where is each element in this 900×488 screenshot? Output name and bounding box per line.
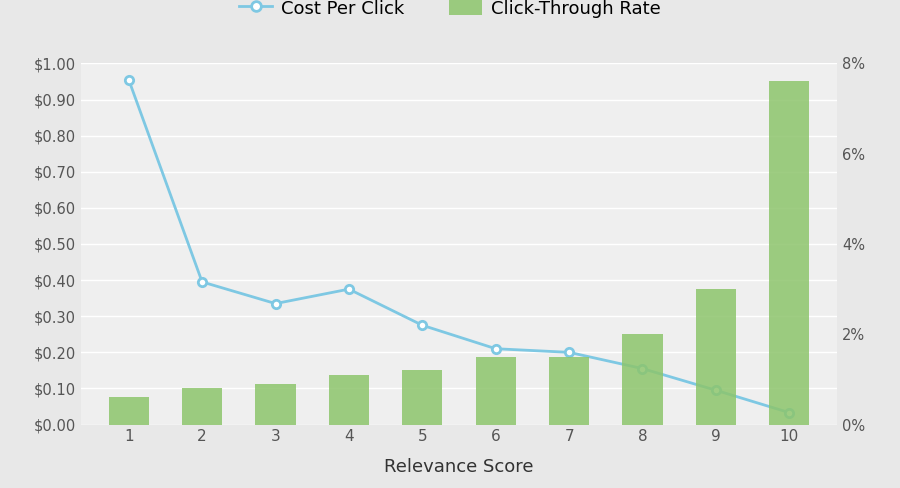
Bar [549,357,590,425]
Bar [475,357,516,425]
Bar [402,370,443,425]
Bar [770,81,809,425]
Bar [328,375,369,425]
Legend: Cost Per Click, Click-Through Rate: Cost Per Click, Click-Through Rate [239,0,661,18]
Bar [182,388,222,425]
X-axis label: Relevance Score: Relevance Score [384,458,534,476]
Bar [696,289,736,425]
Bar [256,384,296,425]
Bar [109,397,148,425]
Bar [622,334,662,425]
